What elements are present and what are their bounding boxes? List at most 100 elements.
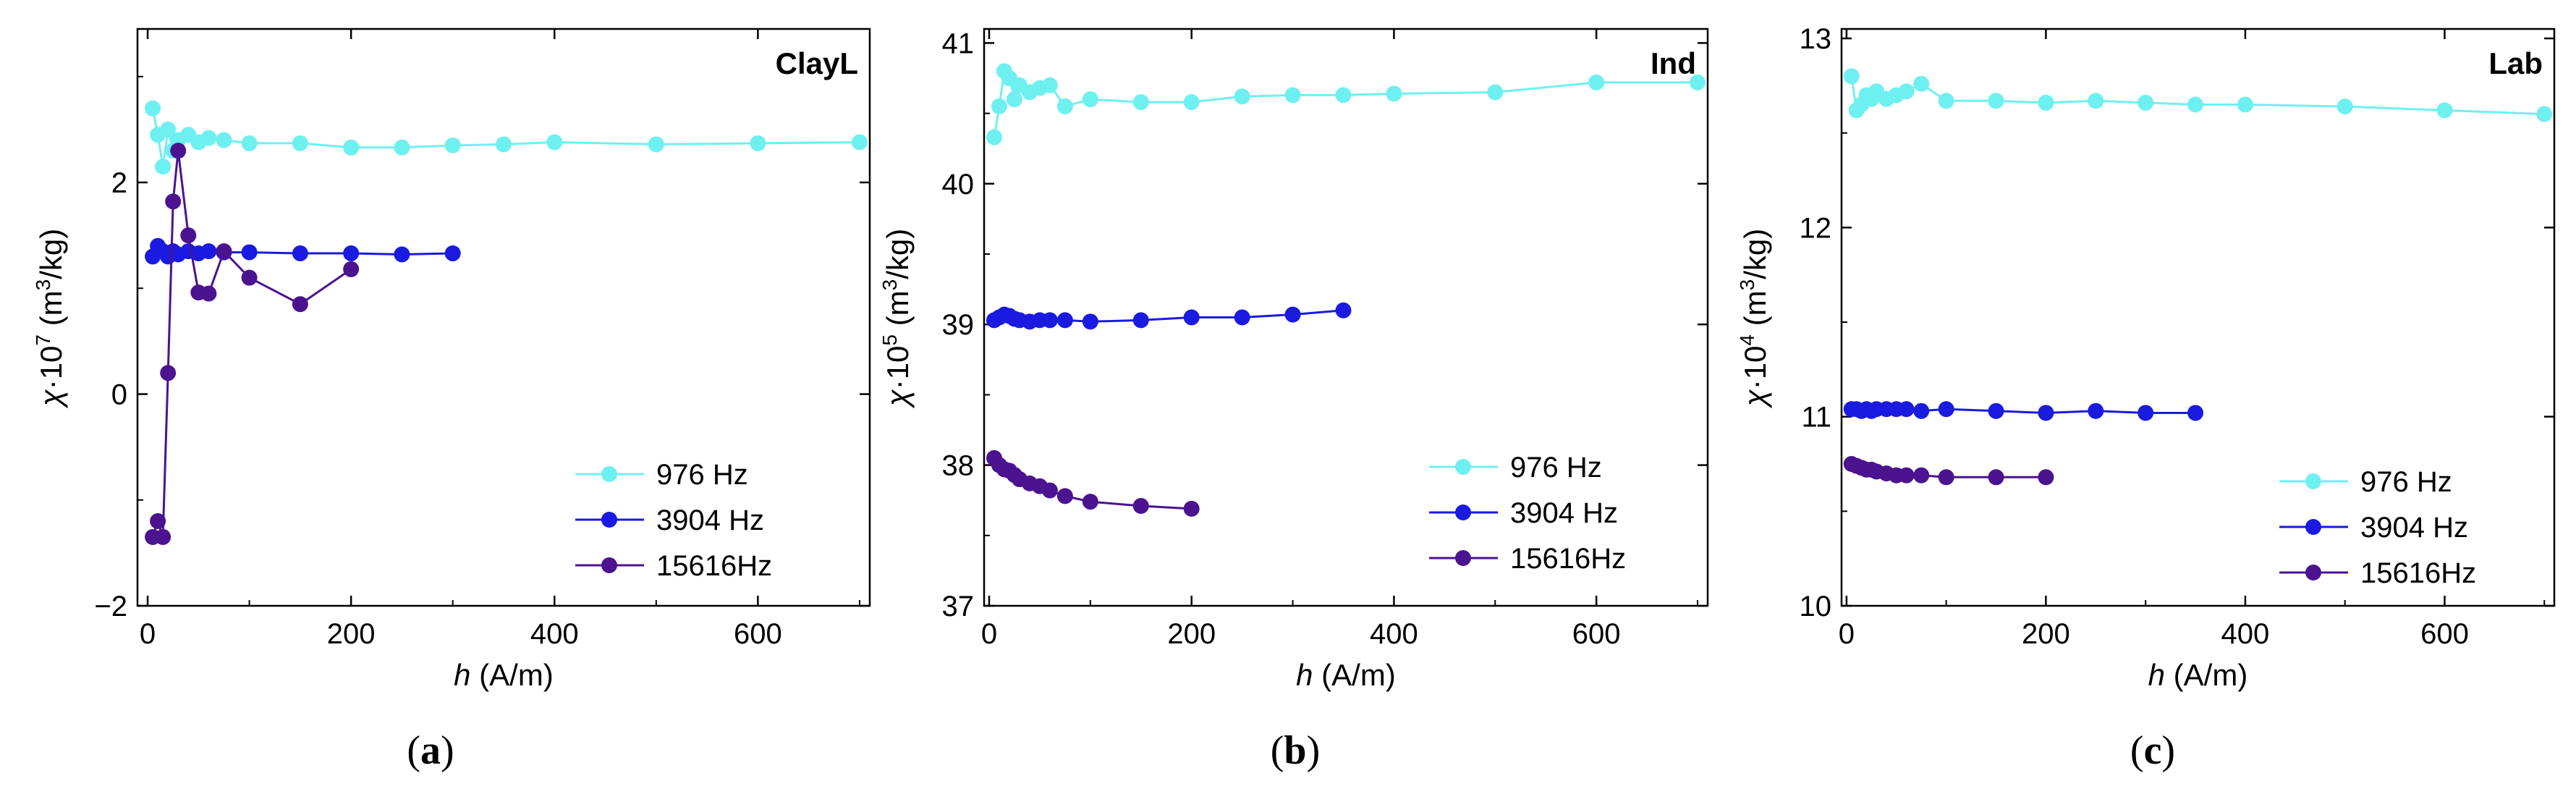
data-point [1988, 402, 2004, 419]
subfigure-caption: (c) [2130, 728, 2175, 773]
chart-panel-a: 0 200 400 600 −2 0 2 ClayL h (A/m) χ·107 (m3/kg) 9… [32, 28, 871, 773]
data-point [1913, 75, 1930, 92]
data-point [1041, 77, 1058, 93]
data-point [2088, 402, 2104, 419]
x-axis-label: h (A/m) [2148, 658, 2248, 692]
data-point [750, 135, 766, 151]
data-point [1183, 94, 1200, 111]
plot-frame [136, 28, 871, 607]
data-point [2088, 93, 2104, 109]
x-axis-label: h (A/m) [454, 658, 554, 692]
data-point [343, 261, 360, 277]
x-tick-label: 0 [981, 618, 997, 650]
data-point [1284, 87, 1301, 104]
subfigure-caption: (a) [407, 728, 454, 773]
legend-marker [1455, 459, 1471, 475]
data-point [648, 136, 664, 153]
data-point [1082, 494, 1098, 510]
data-point [851, 134, 868, 151]
y-tick-label: 39 [942, 309, 975, 341]
x-axis-label: h (A/m) [1296, 658, 1396, 692]
y-tick-label: 2 [111, 167, 127, 199]
y-tick-label: 38 [942, 450, 975, 482]
legend-marker [1455, 504, 1471, 520]
legend-marker [601, 466, 617, 482]
data-point [200, 243, 217, 260]
y-tick-label: 40 [942, 169, 975, 200]
data-point [1006, 91, 1022, 108]
data-point [2138, 94, 2154, 111]
y-tick-label: 10 [1800, 591, 1832, 622]
legend-label: 976 Hz [2360, 466, 2452, 498]
panel-title: Ind [1651, 46, 1696, 80]
legend-marker [601, 557, 617, 573]
legend-label: 15616Hz [1510, 543, 1626, 575]
y-tick-label: 0 [111, 379, 127, 411]
legend-label: 15616Hz [656, 550, 772, 582]
data-point [1183, 500, 1200, 517]
data-point [170, 143, 187, 159]
data-point [1183, 309, 1200, 326]
data-point [1938, 93, 1954, 109]
x-tick-label: 400 [2221, 618, 2270, 650]
panel-title: Lab [2488, 46, 2543, 80]
data-point [200, 285, 217, 302]
y-tick-label: 37 [942, 591, 975, 622]
data-point [991, 98, 1007, 114]
y-tick-label: −2 [94, 591, 127, 622]
y-axis-label: χ·107 (m3/kg) [32, 229, 68, 409]
data-point [444, 137, 461, 153]
data-point [2038, 469, 2054, 486]
data-point [216, 243, 232, 260]
data-point [1082, 91, 1098, 108]
data-point [241, 135, 258, 151]
data-point [2038, 94, 2054, 111]
data-point [160, 121, 177, 138]
x-tick-label: 600 [1572, 618, 1621, 650]
y-tick-label: 41 [942, 28, 975, 59]
data-point [1913, 467, 1930, 483]
data-point [2237, 96, 2253, 113]
data-point [1588, 74, 1605, 90]
y-tick-label: 11 [1801, 402, 1831, 434]
plot-frame [1840, 28, 2556, 607]
data-point [2187, 96, 2204, 113]
data-point [180, 227, 197, 244]
chart-panel-b: 0 200 400 600 37 38 39 40 41 Ind h (A/m) χ·105 (m3/… [878, 28, 1709, 773]
plot-frame [983, 28, 1709, 607]
data-point [444, 245, 461, 262]
data-point [1913, 402, 1930, 419]
legend-label: 976 Hz [656, 459, 748, 491]
data-point [394, 139, 410, 156]
x-tick-label: 600 [734, 618, 782, 650]
data-point [343, 245, 360, 262]
data-point [241, 244, 258, 261]
data-point [1898, 467, 1915, 483]
data-point [155, 528, 171, 545]
data-point [150, 513, 166, 530]
data-point [394, 246, 410, 263]
data-point [1938, 469, 1954, 486]
data-point [2138, 405, 2154, 421]
legend-label: 3904 Hz [2360, 512, 2468, 544]
data-point [145, 100, 161, 117]
data-point [1056, 488, 1073, 504]
data-point [155, 159, 171, 175]
data-point [1041, 482, 1058, 499]
data-point [1234, 88, 1250, 105]
data-point [160, 365, 177, 381]
data-point [1082, 313, 1098, 330]
data-point [2187, 405, 2204, 421]
data-point [1056, 98, 1073, 114]
data-point [1132, 94, 1149, 111]
data-point [1898, 401, 1915, 418]
data-point [216, 132, 232, 148]
data-point [1335, 302, 1352, 318]
y-tick-label: 12 [1800, 212, 1832, 244]
data-point [1386, 85, 1402, 102]
x-tick-label: 200 [2022, 618, 2070, 650]
data-point [1988, 93, 2004, 109]
legend-marker [2305, 473, 2321, 489]
